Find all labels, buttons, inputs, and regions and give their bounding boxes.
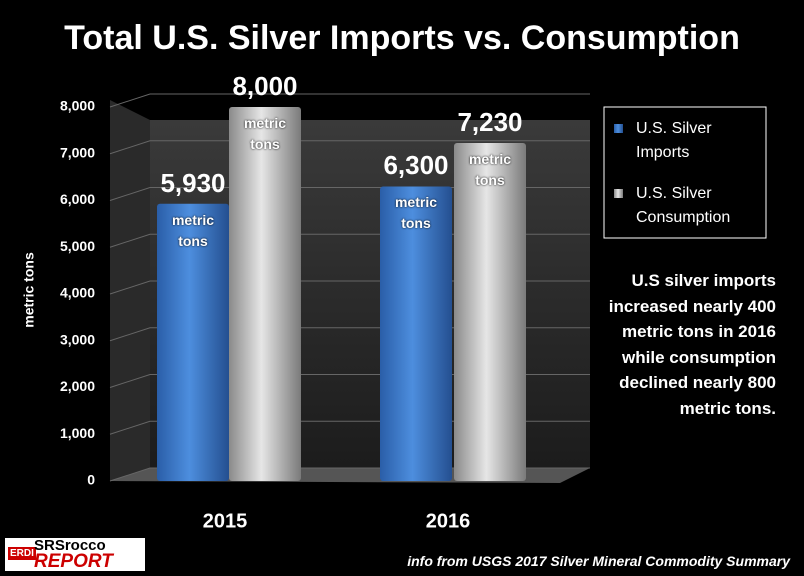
- chart-title: Total U.S. Silver Imports vs. Consumptio…: [64, 19, 740, 57]
- legend-label: U.S. Silver Imports: [636, 120, 712, 161]
- bar: [157, 203, 229, 481]
- grid-line: [109, 93, 590, 108]
- y-tick-label: 8,000: [60, 98, 95, 114]
- y-axis-label: metric tons: [21, 252, 37, 328]
- y-tick-label: 4,000: [60, 285, 95, 301]
- source: info from USGS 2017 Silver Mineral Commo…: [407, 553, 790, 569]
- y-tick-label: 1,000: [60, 425, 95, 441]
- bar: [454, 142, 526, 481]
- y-tick-label: 7,000: [60, 144, 95, 160]
- side-wall: [110, 100, 150, 481]
- logo-text: SRSrocco: [34, 537, 106, 554]
- y-tick-label: 0: [87, 472, 95, 488]
- legend-marker: [614, 189, 623, 198]
- annotation: U.S silver imports increased nearly 400 …: [608, 271, 776, 418]
- x-tick-label: 2015: [203, 510, 248, 532]
- bar-note: metric tons: [171, 211, 215, 249]
- legend-box: [603, 106, 767, 239]
- y-tick-label: 3,000: [60, 331, 95, 347]
- y-tick-label: 5,000: [60, 238, 95, 254]
- grid-line: [109, 140, 590, 155]
- bar-note: metric tons: [243, 115, 287, 152]
- value-label: 6,300: [383, 150, 449, 181]
- value-label: 7,230: [457, 106, 523, 137]
- x-tick-label: 2016: [426, 510, 471, 532]
- bar: [380, 186, 452, 481]
- y-tick-label: 6,000: [60, 191, 95, 207]
- y-tick-label: 2,000: [60, 378, 95, 394]
- bar: [229, 107, 301, 481]
- logo-text: REPORT: [34, 551, 113, 572]
- bar-note: metric tons: [468, 150, 512, 188]
- bar-note: metric tons: [394, 194, 438, 232]
- value-label: 5,930: [160, 167, 226, 198]
- legend-label: U.S. Silver Consumption: [636, 185, 731, 226]
- legend-marker: [614, 124, 623, 133]
- value-label: 8,000: [232, 71, 298, 101]
- logo-text: ERDI: [8, 547, 36, 560]
